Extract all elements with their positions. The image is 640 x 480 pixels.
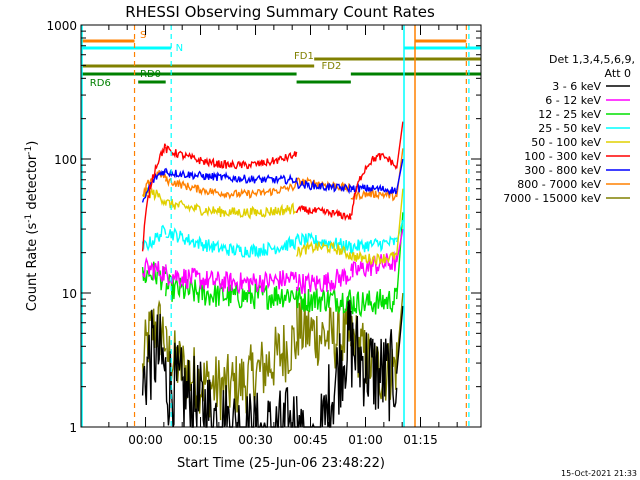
y-tick-label: 100 xyxy=(54,153,77,167)
legend-label: 3 - 6 keV xyxy=(552,80,601,93)
series-trace xyxy=(165,145,298,170)
x-tick-label: 01:15 xyxy=(403,433,438,447)
flag-label-s: S xyxy=(140,30,146,41)
legend-label: 100 - 300 keV xyxy=(524,150,601,163)
series-trace xyxy=(350,310,398,422)
legend-header-line2: Att 0 xyxy=(605,67,631,80)
series-trace xyxy=(350,250,398,266)
legend-label: 25 - 50 keV xyxy=(538,122,601,135)
y-tick-label: 10 xyxy=(62,287,77,301)
flag-label-rd0: RD0 xyxy=(140,69,161,80)
series-trace xyxy=(141,261,167,291)
flag-label-rd6: RD6 xyxy=(90,78,111,89)
legend-label: 6 - 12 keV xyxy=(545,94,601,107)
y-axis-label-suffix: ) xyxy=(25,141,40,146)
y-tick-label: 1 xyxy=(69,421,77,435)
flag-label-n: N xyxy=(176,43,183,54)
legend-label: 800 - 7000 keV xyxy=(517,178,601,191)
series-trace xyxy=(141,224,167,252)
legend-label: 300 - 800 keV xyxy=(524,164,601,177)
y-tick-label: 1000 xyxy=(46,19,77,33)
series-trace xyxy=(350,188,398,202)
flag-label-fd1: FD1 xyxy=(294,51,314,62)
series-flare-rise xyxy=(395,305,404,374)
series-trace xyxy=(295,296,352,370)
series-flare-rise xyxy=(395,212,404,300)
series-trace xyxy=(350,182,398,196)
x-tick-label: 00:45 xyxy=(293,433,328,447)
x-tick-label: 00:15 xyxy=(183,433,218,447)
series-trace xyxy=(165,324,298,421)
series-trace xyxy=(141,168,167,203)
series-trace xyxy=(165,176,297,200)
y-axis-label-sup2: -1 xyxy=(24,146,34,155)
series-flare-rise xyxy=(395,292,404,364)
legend-label: 12 - 25 keV xyxy=(538,108,601,121)
y-axis-label: Count Rate (s-1 detector-1) xyxy=(24,141,40,312)
x-tick-label: 00:00 xyxy=(128,433,163,447)
x-axis: 00:00 00:15 00:30 00:45 01:00 01:15 xyxy=(108,25,458,447)
series-trace xyxy=(295,287,352,315)
timestamp: 15-Oct-2021 21:33 xyxy=(561,469,637,478)
legend-label: 7000 - 15000 keV xyxy=(503,192,601,205)
series-trace xyxy=(350,287,398,318)
series-trace xyxy=(295,267,352,295)
plot-frame xyxy=(80,24,482,428)
series-trace xyxy=(141,309,167,406)
series-trace xyxy=(141,256,167,282)
series-flare-rise xyxy=(395,121,404,169)
series-flare-rise xyxy=(395,158,404,191)
y-axis: 1 10 100 1000 xyxy=(46,19,481,435)
series-trace xyxy=(350,235,398,255)
flag-lines: S N FD1 FD2 RD0 RD6 xyxy=(81,30,481,89)
data-traces xyxy=(141,121,404,428)
y-axis-label-prefix: Count Rate (s xyxy=(25,223,40,312)
series-trace xyxy=(295,240,352,260)
x-axis-label: Start Time (25-Jun-06 23:48:22) xyxy=(177,456,385,471)
series-flare-rise xyxy=(395,228,404,263)
y-axis-label-sup1: -1 xyxy=(24,214,34,223)
series-trace xyxy=(165,198,297,220)
x-tick-label: 00:30 xyxy=(238,433,273,447)
vertical-markers xyxy=(81,25,470,427)
flag-label-fd2: FD2 xyxy=(322,61,342,72)
series-trace xyxy=(165,167,298,185)
chart-title: RHESSI Observing Summary Count Rates xyxy=(125,3,435,21)
legend-header-line1: Det 1,3,4,5,6,9, xyxy=(549,53,635,66)
series-trace xyxy=(165,264,298,295)
y-axis-label-mid: detector xyxy=(25,154,40,214)
x-tick-label: 01:00 xyxy=(348,433,383,447)
series-flare-rise xyxy=(395,188,404,256)
series-trace xyxy=(165,227,298,259)
series-trace xyxy=(295,179,352,195)
legend-label: 50 - 100 keV xyxy=(531,136,601,149)
series-trace xyxy=(295,205,352,222)
series-trace xyxy=(141,143,167,252)
series-trace xyxy=(350,152,398,216)
